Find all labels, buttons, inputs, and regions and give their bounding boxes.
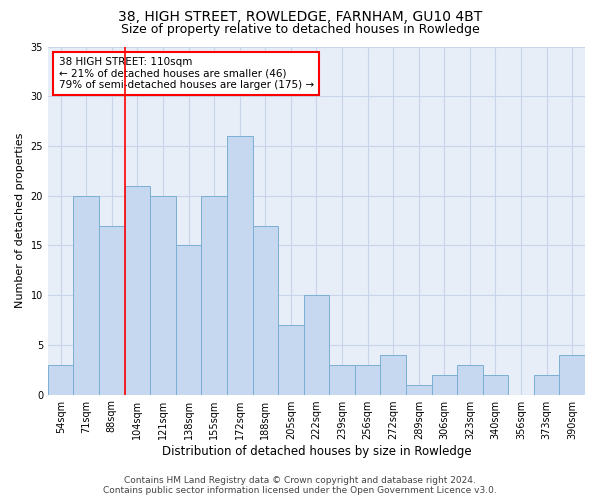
Bar (355, 364, 380, 394)
Bar (99, 226, 125, 394)
Bar (406, 384, 431, 394)
X-axis label: Distribution of detached houses by size in Rowledge: Distribution of detached houses by size … (161, 444, 471, 458)
Bar (48, 364, 73, 394)
Bar (73, 196, 99, 394)
Bar (176, 246, 202, 394)
Bar (457, 364, 482, 394)
Bar (125, 186, 150, 394)
Text: 38, HIGH STREET, ROWLEDGE, FARNHAM, GU10 4BT: 38, HIGH STREET, ROWLEDGE, FARNHAM, GU10… (118, 10, 482, 24)
Bar (150, 196, 176, 394)
Bar (278, 325, 304, 394)
Bar (380, 355, 406, 395)
Bar (329, 364, 355, 394)
Bar (202, 196, 227, 394)
Bar (304, 295, 329, 394)
Text: Contains HM Land Registry data © Crown copyright and database right 2024.
Contai: Contains HM Land Registry data © Crown c… (103, 476, 497, 495)
Bar (431, 374, 457, 394)
Bar (534, 374, 559, 394)
Bar (227, 136, 253, 394)
Bar (482, 374, 508, 394)
Text: Size of property relative to detached houses in Rowledge: Size of property relative to detached ho… (121, 22, 479, 36)
Bar (559, 355, 585, 395)
Bar (253, 226, 278, 394)
Y-axis label: Number of detached properties: Number of detached properties (15, 133, 25, 308)
Text: 38 HIGH STREET: 110sqm
← 21% of detached houses are smaller (46)
79% of semi-det: 38 HIGH STREET: 110sqm ← 21% of detached… (59, 57, 314, 90)
